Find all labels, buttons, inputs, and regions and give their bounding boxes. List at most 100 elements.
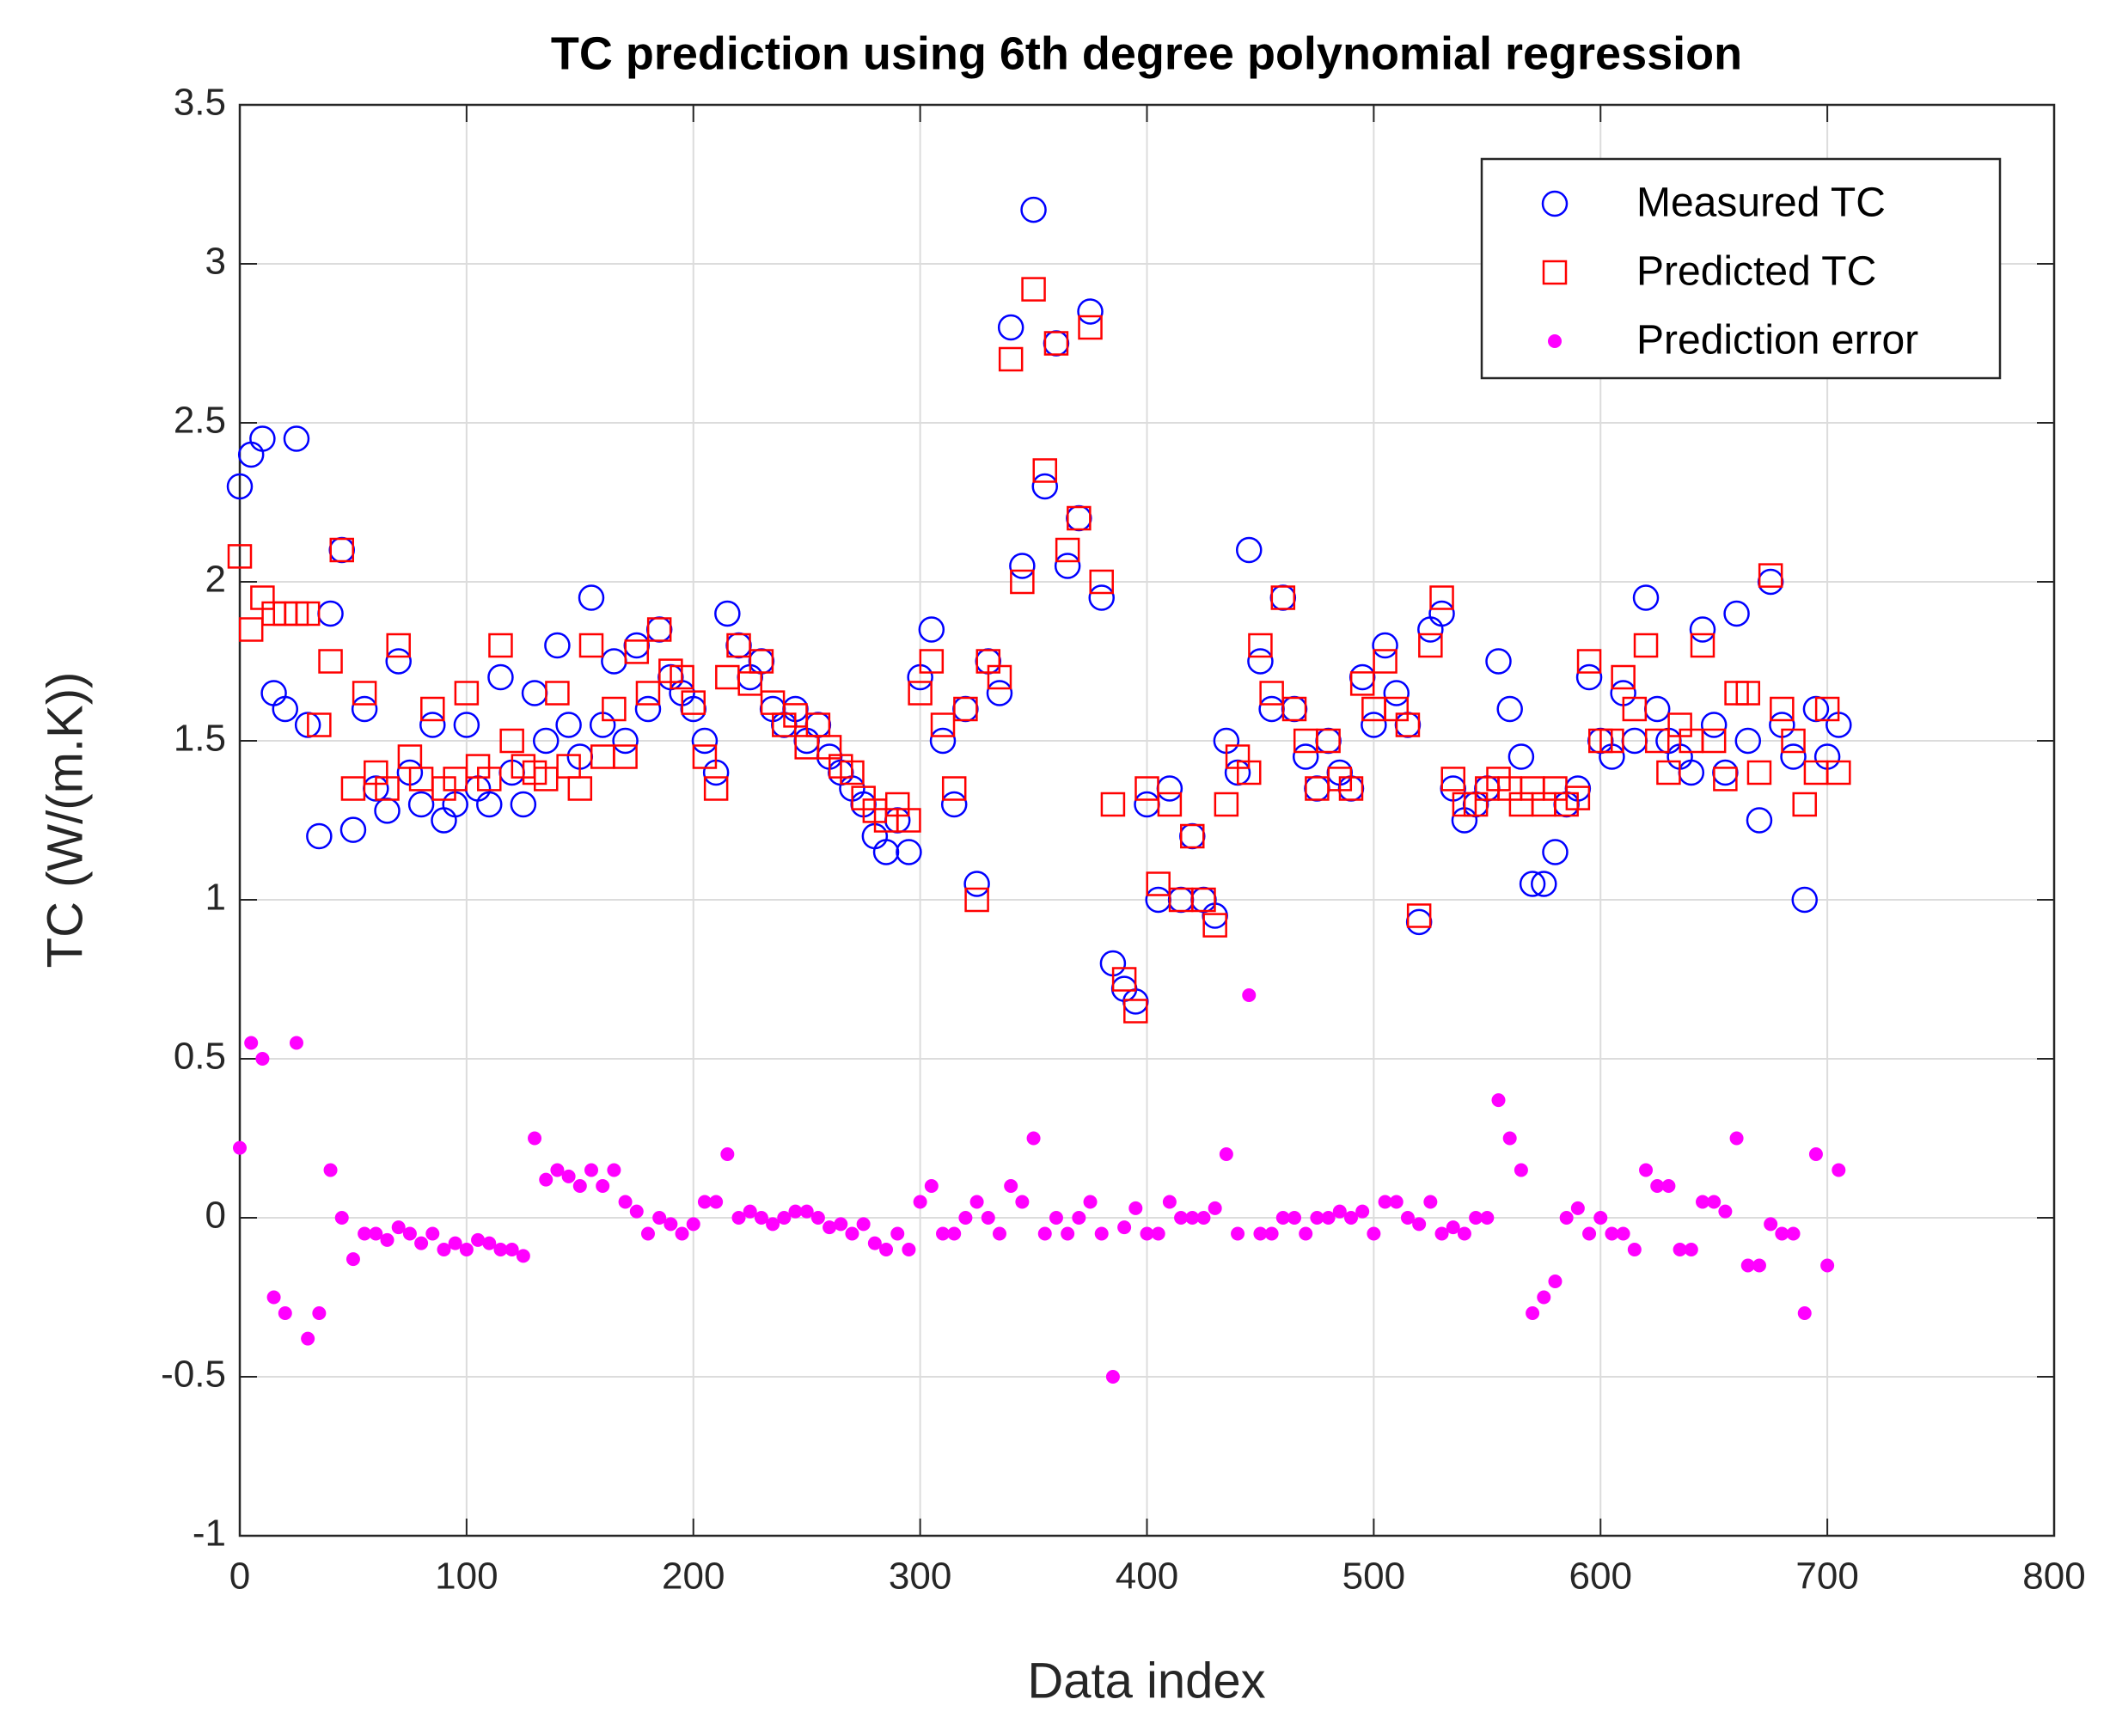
point: [646, 617, 672, 642]
point: [743, 1204, 757, 1219]
point: [840, 760, 865, 785]
y-tick-label: -0.5: [161, 1354, 226, 1396]
point: [913, 1195, 927, 1209]
point: [930, 712, 956, 737]
point: [1389, 1195, 1404, 1209]
point: [981, 1211, 995, 1225]
point: [1627, 1243, 1642, 1256]
point: [437, 1243, 451, 1256]
point: [1429, 585, 1454, 610]
point: [958, 1211, 973, 1225]
point: [493, 1243, 508, 1256]
point: [1718, 1204, 1733, 1219]
y-tick-label: 3: [205, 241, 226, 283]
point: [1196, 1211, 1211, 1225]
point: [1786, 1226, 1801, 1241]
point: [1146, 871, 1171, 896]
point: [1015, 1195, 1030, 1209]
point: [731, 1211, 746, 1225]
point: [1832, 1163, 1846, 1177]
y-tick-label: 0.5: [174, 1036, 226, 1078]
point: [1373, 649, 1397, 674]
point: [692, 744, 718, 769]
point: [1214, 792, 1239, 817]
point: [1650, 1179, 1665, 1193]
point: [777, 1211, 792, 1225]
point: [1764, 1217, 1778, 1232]
point: [1259, 681, 1284, 706]
point: [1622, 696, 1648, 722]
point: [1440, 767, 1465, 792]
point: [567, 776, 593, 801]
point: [1248, 633, 1273, 658]
point: [375, 776, 400, 801]
point: [295, 601, 321, 627]
point: [453, 712, 480, 738]
point: [953, 696, 978, 722]
point: [697, 1195, 712, 1209]
x-tick-label: 300: [889, 1556, 951, 1598]
point: [283, 425, 310, 452]
point: [652, 1211, 667, 1225]
point: [482, 1236, 497, 1250]
point: [1236, 760, 1262, 785]
point: [340, 776, 366, 801]
point: [1496, 695, 1523, 723]
point: [1758, 563, 1783, 588]
point: [1418, 633, 1443, 658]
point: [1355, 1204, 1370, 1219]
point: [391, 1220, 406, 1235]
point: [675, 1226, 689, 1241]
point: [1083, 1195, 1098, 1209]
point: [318, 649, 343, 674]
point: [226, 473, 254, 500]
point: [1689, 616, 1716, 643]
point: [407, 791, 435, 818]
point: [929, 727, 957, 755]
point: [1020, 196, 1047, 223]
point: [1349, 671, 1375, 696]
point: [471, 1232, 486, 1247]
point: [1128, 1201, 1143, 1215]
point: [488, 633, 513, 658]
point: [635, 681, 661, 706]
point: [249, 425, 276, 452]
point: [1599, 728, 1624, 754]
point: [1740, 1258, 1755, 1273]
point: [1332, 1204, 1347, 1219]
point: [386, 633, 411, 658]
point: [1004, 1179, 1018, 1193]
point: [1507, 743, 1535, 770]
x-tick-label: 600: [1569, 1556, 1632, 1598]
point: [963, 871, 990, 897]
point: [1094, 1226, 1109, 1241]
series-square: [227, 277, 1851, 1024]
point: [1723, 600, 1750, 627]
point: [1700, 712, 1728, 738]
point: [528, 1131, 542, 1146]
point: [1235, 536, 1263, 564]
legend-box: [1480, 157, 2002, 380]
point: [1814, 696, 1840, 722]
point: [1185, 1211, 1200, 1225]
point: [872, 839, 900, 865]
point: [1026, 1131, 1041, 1146]
series-dot: [233, 988, 1846, 1384]
x-tick-label: 0: [229, 1556, 250, 1598]
point: [358, 1226, 372, 1241]
point: [1661, 1179, 1676, 1193]
point: [1480, 1211, 1495, 1225]
point: [997, 314, 1024, 341]
point: [749, 649, 774, 674]
point: [1061, 1226, 1075, 1241]
point: [686, 1217, 700, 1232]
point: [1593, 1211, 1608, 1225]
point: [919, 649, 945, 674]
point: [289, 1036, 303, 1050]
point: [1151, 1226, 1165, 1241]
point: [947, 1226, 962, 1241]
point: [307, 712, 332, 737]
x-tick-label: 100: [435, 1556, 498, 1598]
point: [510, 791, 537, 818]
point: [1032, 458, 1058, 483]
